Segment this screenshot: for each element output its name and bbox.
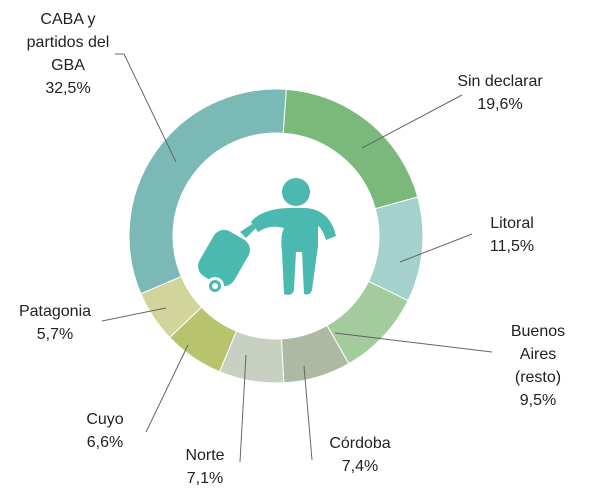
leader-line [239, 354, 247, 463]
category-label: CABA y partidos del GBA [26, 11, 110, 74]
category-label: Litoral [490, 215, 534, 232]
leader-line [101, 307, 167, 322]
category-label: Norte [185, 447, 225, 464]
data-label: Buenos Aires (resto) 9,5% [504, 320, 573, 412]
category-label: Sin declarar [457, 73, 543, 90]
page: (() => { const data = JSON.parse(documen… [18, 8, 573, 487]
category-label: Cuyo [86, 411, 124, 428]
data-label: Litoral 11,5% [490, 212, 534, 258]
category-label: Patagonia [18, 303, 92, 320]
value-label: 6,6% [86, 434, 124, 451]
data-label: Córdoba 7,4% [329, 432, 390, 478]
value-label: 9,5% [519, 392, 557, 409]
leader-line [361, 94, 463, 149]
data-label: Patagonia 5,7% [19, 300, 91, 346]
data-label: CABA y partidos del GBA 32,5% [27, 8, 110, 100]
traveler-icon [198, 178, 336, 295]
chart [101, 53, 493, 463]
value-label: 7,1% [186, 470, 224, 487]
value-label: 7,4% [341, 458, 379, 475]
value-label: 19,6% [477, 96, 523, 113]
category-label: Córdoba [329, 435, 391, 452]
leader-line [303, 365, 313, 461]
leader-line [399, 233, 473, 263]
data-label: Sin declarar 19,6% [457, 70, 542, 116]
category-label: Buenos Aires (resto) [510, 323, 566, 386]
leader-line [334, 332, 493, 353]
value-label: 32,5% [45, 80, 91, 97]
donut-segment [128, 88, 287, 295]
value-label: 5,7% [36, 326, 74, 343]
value-label: 11,5% [489, 238, 535, 255]
data-label: Norte 7,1% [185, 444, 224, 490]
leader-line [115, 53, 177, 163]
leader-line [145, 344, 189, 433]
data-label: Cuyo 6,6% [86, 408, 123, 454]
